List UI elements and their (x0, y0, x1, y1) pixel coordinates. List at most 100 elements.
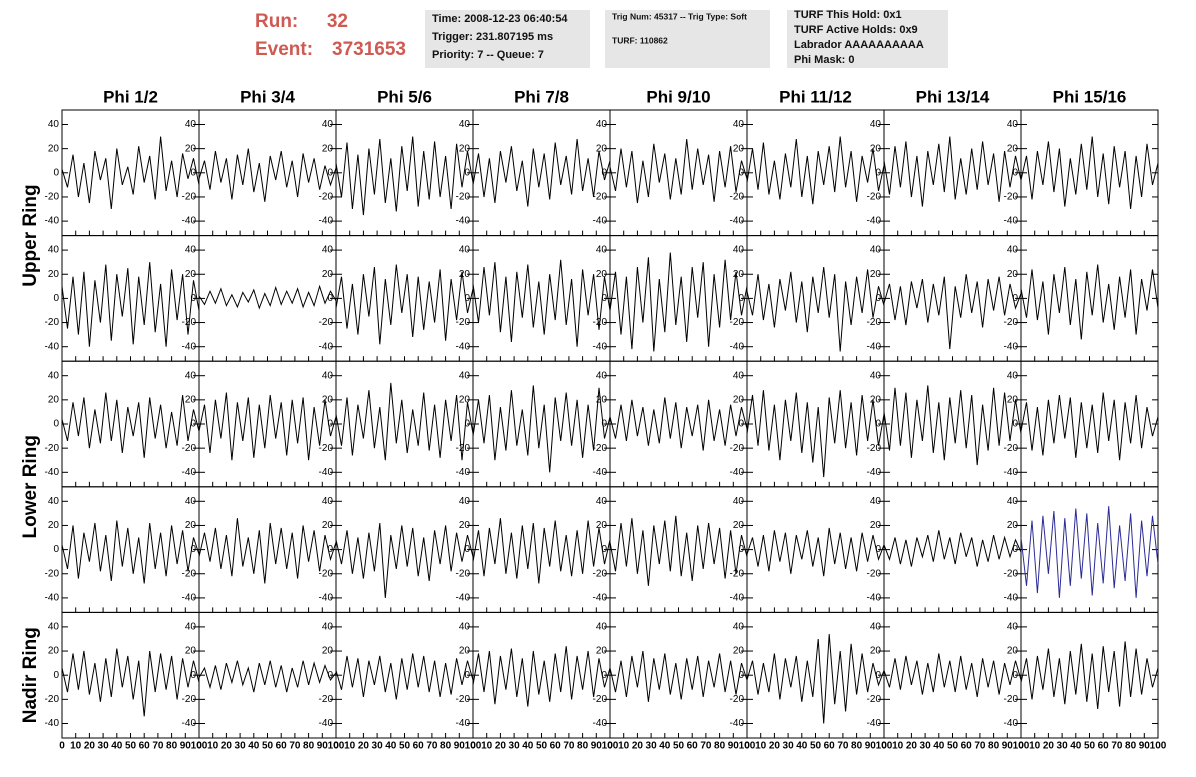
column-header: Phi 1/2 (103, 87, 158, 106)
x-tick-label: 20 (84, 741, 96, 752)
y-tick-label: 0 (327, 419, 333, 430)
y-tick-label: -20 (319, 192, 334, 203)
x-tick-label: 80 (714, 741, 726, 752)
y-tick-label: 40 (733, 496, 745, 507)
event-number: 3731653 (332, 39, 406, 60)
x-tick-label: 60 (824, 741, 836, 752)
y-tick-label: 40 (1007, 119, 1019, 130)
info-text: Trig Num: 45317 -- Trig Type: Soft (612, 11, 747, 21)
y-tick-label: 0 (53, 293, 59, 304)
y-tick-label: 20 (48, 143, 60, 154)
y-tick-label: 40 (1007, 245, 1019, 256)
y-tick-label: 40 (48, 245, 60, 256)
y-tick-label: -40 (730, 593, 745, 604)
info-text: Priority: 7 -- Queue: 7 (432, 49, 544, 61)
x-tick-label: 80 (440, 741, 452, 752)
waveform (198, 284, 337, 310)
info-text: Labrador AAAAAAAAAA (794, 39, 924, 51)
y-tick-label: 20 (733, 269, 745, 280)
x-tick-label: 50 (810, 741, 822, 752)
x-tick-label: 30 (372, 741, 384, 752)
y-tick-label: 40 (48, 622, 60, 633)
x-tick-label: 30 (509, 741, 521, 752)
y-tick-label: 40 (870, 119, 882, 130)
y-tick-label: 0 (327, 167, 333, 178)
y-tick-label: -40 (45, 216, 60, 227)
waveform (198, 392, 337, 461)
y-tick-label: 20 (733, 520, 745, 531)
x-tick-label: 30 (783, 741, 795, 752)
waveform (472, 385, 611, 473)
y-tick-label: -40 (593, 467, 608, 478)
y-tick-label: -40 (182, 341, 197, 352)
x-tick-label: 70 (426, 741, 438, 752)
y-tick-label: 40 (185, 119, 197, 130)
info-text: TURF Active Holds: 0x9 (794, 24, 918, 36)
x-tick-label: 10 (344, 741, 356, 752)
y-tick-label: -20 (182, 317, 197, 328)
y-tick-label: 40 (1007, 370, 1019, 381)
x-tick-label: 60 (139, 741, 151, 752)
x-tick-label: 20 (632, 741, 644, 752)
x-tick-label: 80 (303, 741, 315, 752)
info-text: TURF: 110862 (612, 35, 668, 45)
y-tick-label: 20 (733, 143, 745, 154)
y-tick-label: 0 (738, 293, 744, 304)
y-tick-label: 0 (601, 544, 607, 555)
y-tick-label: 40 (322, 370, 334, 381)
x-tick-label: 90 (1002, 741, 1014, 752)
x-tick-label: 50 (399, 741, 411, 752)
column-header: Phi 9/10 (646, 87, 710, 106)
x-tick-label: 40 (659, 741, 671, 752)
x-tick-label: 30 (920, 741, 932, 752)
waveform (1020, 136, 1159, 210)
y-tick-label: -40 (319, 467, 334, 478)
y-tick-label: 20 (870, 269, 882, 280)
y-tick-label: 20 (596, 269, 608, 280)
event-label: Event: (255, 39, 313, 60)
waveform (746, 266, 885, 352)
x-tick-label: 60 (961, 741, 973, 752)
y-tick-label: 0 (464, 167, 470, 178)
y-tick-label: 20 (459, 520, 471, 531)
waveform (335, 136, 474, 216)
y-tick-label: 0 (53, 167, 59, 178)
y-tick-label: 0 (601, 293, 607, 304)
x-tick-label: 20 (769, 741, 781, 752)
waveform (472, 646, 611, 707)
ring-label: Nadir Ring (20, 627, 41, 723)
y-tick-label: 0 (601, 419, 607, 430)
y-tick-label: 0 (190, 293, 196, 304)
x-tick-label: 40 (933, 741, 945, 752)
run-number: 32 (327, 11, 348, 32)
y-tick-label: 40 (185, 622, 197, 633)
y-tick-label: -40 (867, 593, 882, 604)
y-tick-label: -40 (730, 718, 745, 729)
y-tick-label: -20 (867, 192, 882, 203)
y-tick-label: -20 (456, 443, 471, 454)
y-tick-label: 0 (1012, 544, 1018, 555)
y-tick-label: 40 (596, 370, 608, 381)
y-tick-label: 0 (601, 167, 607, 178)
waveform (472, 518, 611, 584)
y-tick-label: -40 (456, 216, 471, 227)
y-tick-label: 0 (1012, 167, 1018, 178)
y-tick-label: 40 (1007, 496, 1019, 507)
waveform (61, 520, 200, 584)
y-tick-label: 40 (733, 245, 745, 256)
y-tick-label: 0 (464, 419, 470, 430)
y-tick-label: -40 (45, 467, 60, 478)
y-tick-label: 0 (601, 670, 607, 681)
y-tick-label: 20 (596, 394, 608, 405)
waveform (198, 148, 337, 202)
x-tick-label: 40 (248, 741, 260, 752)
y-tick-label: -40 (182, 216, 197, 227)
y-tick-label: -20 (867, 317, 882, 328)
y-tick-label: 0 (464, 293, 470, 304)
y-tick-label: 40 (870, 622, 882, 633)
x-tick-label: 50 (125, 741, 137, 752)
x-tick-label: 20 (358, 741, 370, 752)
x-tick-label: 0 (470, 741, 476, 752)
y-tick-label: -20 (867, 694, 882, 705)
y-tick-label: -20 (456, 317, 471, 328)
